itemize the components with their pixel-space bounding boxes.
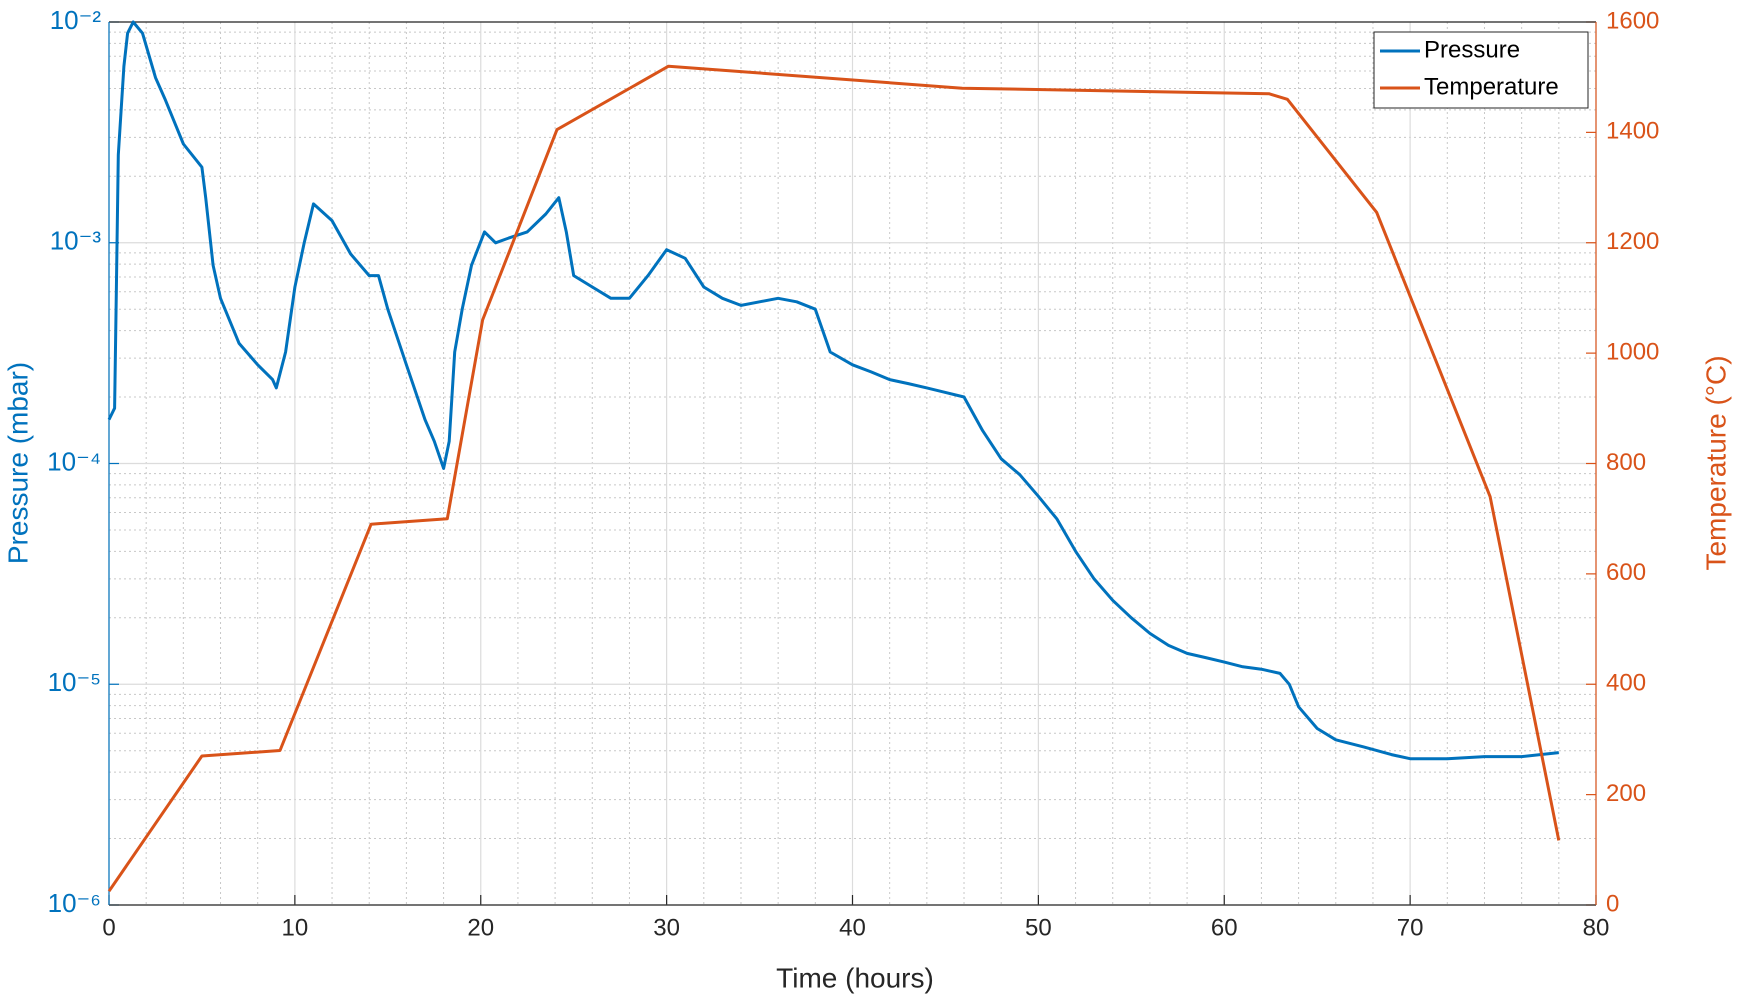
- y2-tick-label: 1400: [1606, 118, 1659, 145]
- legend-label: Pressure: [1424, 36, 1520, 63]
- y2-tick-label: 800: [1606, 449, 1646, 476]
- x-tick-label: 40: [839, 914, 866, 941]
- x-axis-label: Time (hours): [776, 962, 934, 993]
- line-temperature: [107, 64, 1561, 893]
- y2-axis-label: Temperature (°C): [1700, 355, 1731, 570]
- legend-box: [1373, 31, 1589, 109]
- y2-tick-label: 1600: [1606, 7, 1659, 34]
- legend-label: Temperature: [1424, 73, 1559, 100]
- x-tick-label: 80: [1583, 914, 1610, 941]
- y-tick-label: 10⁻³: [50, 226, 102, 256]
- y-tick-label: 10⁻²: [50, 5, 102, 35]
- y-tick-label: 10⁻⁶: [48, 888, 101, 918]
- y2-tick-label: 1200: [1606, 228, 1659, 255]
- y-tick-label: 10⁻⁵: [48, 667, 101, 697]
- line-pressure: [107, 20, 1559, 761]
- y-tick-label: 10⁻⁴: [47, 446, 101, 476]
- x-tick-label: 10: [282, 914, 309, 941]
- x-tick-label: 50: [1025, 914, 1052, 941]
- y2-tick-label: 1000: [1606, 338, 1659, 365]
- x-tick-label: 60: [1211, 914, 1238, 941]
- x-tick-label: 30: [653, 914, 680, 941]
- y2-tick-label: 0: [1606, 890, 1619, 917]
- y2-tick-label: 400: [1606, 670, 1646, 697]
- x-tick-label: 20: [467, 914, 494, 941]
- x-tick-label: 0: [102, 914, 115, 941]
- y2-tick-label: 200: [1606, 780, 1646, 807]
- x-tick-label: 70: [1397, 914, 1424, 941]
- y2-tick-label: 600: [1606, 559, 1646, 586]
- y-axis-label: Pressure (mbar): [2, 362, 33, 564]
